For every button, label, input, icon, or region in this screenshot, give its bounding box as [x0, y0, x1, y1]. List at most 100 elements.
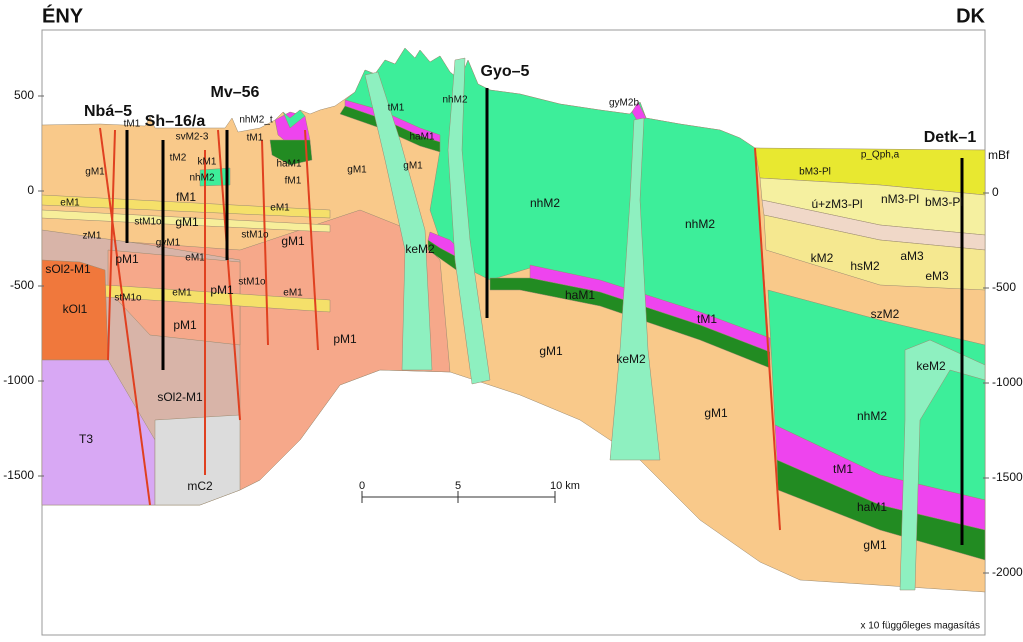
unit-label: kM2: [811, 251, 834, 265]
fault: [754, 147, 781, 531]
unit-label: haM1: [409, 132, 434, 143]
unit-label: nhM2: [857, 409, 887, 423]
unit-label: gyM1: [156, 238, 181, 249]
y-tick-label: -1500: [992, 470, 1023, 484]
rock-unit: [269, 139, 313, 166]
scale-label: 0: [359, 480, 365, 492]
rock-unit: [282, 109, 306, 129]
scale-bar: [361, 491, 556, 503]
unit-label: haM1: [276, 159, 301, 170]
unit-label: gM1: [175, 215, 199, 229]
rock-unit: [899, 339, 986, 591]
unit-label: eM1: [270, 203, 290, 214]
fault: [217, 129, 241, 421]
unit-label: bM3-Pl: [799, 167, 831, 178]
unit-label: szM2: [871, 307, 900, 321]
unit-label: pM1: [333, 332, 357, 346]
y-tick-label: -2000: [992, 565, 1023, 579]
unit-label: nhM2: [442, 95, 467, 106]
unit-label: p_Qph,a: [861, 150, 900, 161]
y-tick-label: 500: [14, 88, 34, 102]
unit-label: nhM2: [189, 173, 214, 184]
rock-unit: [609, 117, 661, 461]
rock-unit: [41, 194, 331, 219]
rock-unit: [41, 259, 109, 361]
rock-unit: [763, 214, 986, 291]
unit-label: gM1: [704, 406, 728, 420]
y-tick-label: -1000: [3, 373, 34, 387]
unit-label: gM1: [281, 234, 305, 248]
unit-label: gM1: [347, 165, 367, 176]
rock-unit: [631, 101, 647, 123]
unit-label: aM3: [900, 249, 924, 263]
fault: [304, 129, 319, 351]
unit-label: eM1: [283, 288, 303, 299]
unit-label: pM1: [115, 252, 139, 266]
rock-unit: [447, 57, 491, 385]
unit-label: nhM2_t: [239, 115, 273, 126]
fault: [261, 139, 269, 346]
unit-label: fM1: [285, 176, 302, 187]
unit-label: ú+zM3-Pl: [811, 197, 862, 211]
unit-label: stM1o: [241, 230, 269, 241]
scale-label: 10 km: [550, 480, 580, 492]
borehole-name: Sh–16/a: [145, 113, 206, 130]
unit-label: svM2-3: [176, 132, 209, 143]
unit-label: stM1o: [114, 293, 142, 304]
unit-label: eM1: [185, 253, 205, 264]
y-tick-label: 0: [992, 185, 999, 199]
unit-label: tM1: [124, 119, 141, 130]
y-tick-label: -1000: [992, 375, 1023, 389]
unit-label: haM1: [565, 288, 595, 302]
borehole-name: Detk–1: [924, 129, 977, 146]
borehole-name: Nbá–5: [84, 103, 132, 120]
unit-label: tM2: [170, 153, 187, 164]
unit-label: sOl2-M1: [45, 262, 91, 276]
unit-label: gM1: [863, 538, 887, 552]
direction-left: ÉNY: [42, 4, 84, 27]
unit-label: bM3-Pl: [925, 195, 963, 209]
borehole-name: Gyo–5: [481, 63, 530, 80]
unit-label: fM1: [176, 190, 196, 204]
unit-label: sOl2-M1: [157, 390, 203, 404]
unit-label: kM1: [198, 157, 217, 168]
axis-unit: mBf: [988, 148, 1010, 162]
unit-label: kOl1: [63, 302, 88, 316]
unit-label: tM1: [833, 462, 853, 476]
faults: [99, 127, 781, 531]
borehole-name: Mv–56: [211, 84, 260, 101]
y-tick-label: 0: [27, 183, 34, 197]
direction-right: DK: [956, 5, 985, 27]
fault: [99, 127, 151, 506]
unit-label: haM1: [857, 500, 887, 514]
scale-label: 5: [455, 480, 461, 492]
unit-label: stM1o: [238, 277, 266, 288]
unit-label: zM1: [83, 231, 102, 242]
y-tick-label: -500: [992, 280, 1016, 294]
unit-label: pM1: [173, 318, 197, 332]
boreholes: [125, 88, 964, 545]
unit-label: gM1: [539, 344, 563, 358]
rock-unit: [364, 71, 433, 371]
unit-label: mC2: [187, 479, 213, 493]
unit-label: keM2: [616, 352, 646, 366]
rock-unit: [154, 414, 241, 506]
unit-label: keM2: [916, 359, 946, 373]
fault: [107, 129, 116, 361]
unit-label: pM1: [210, 283, 234, 297]
y-tick-label: -500: [10, 278, 34, 292]
unit-label: tM1: [388, 103, 405, 114]
unit-label: keM2: [405, 242, 435, 256]
note: x 10 függőleges magasítás: [860, 621, 980, 632]
rock-unit: [41, 209, 331, 233]
unit-label: tM1: [697, 312, 717, 326]
unit-label: nhM2: [685, 217, 715, 231]
unit-label: gM1: [403, 161, 423, 172]
unit-label: T3: [79, 432, 93, 446]
unit-label: nM3-Pl: [881, 192, 919, 206]
unit-label: eM1: [172, 288, 192, 299]
unit-label: nhM2: [530, 196, 560, 210]
unit-label: eM1: [60, 198, 80, 209]
unit-label: tM1: [247, 133, 264, 144]
